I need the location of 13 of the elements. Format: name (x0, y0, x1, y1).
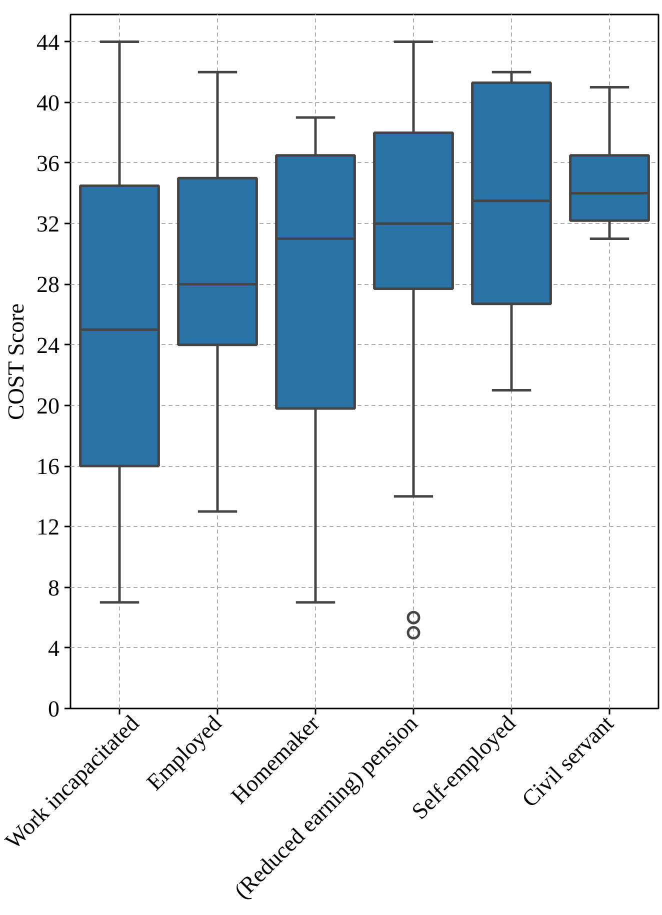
y-tick-label: 20 (36, 393, 60, 418)
y-tick-label: 44 (36, 30, 60, 55)
y-axis-title: COST Score (4, 303, 28, 420)
y-tick-label: 36 (36, 151, 60, 176)
y-tick-label: 40 (36, 90, 60, 116)
y-tick-label: 32 (36, 212, 60, 237)
y-tick-label: 4 (48, 636, 60, 661)
y-tick-label: 24 (36, 332, 60, 358)
y-tick-label: 28 (36, 272, 60, 298)
y-tick-label: 8 (48, 575, 60, 600)
y-tick-label: 12 (36, 514, 60, 540)
y-tick-label: 0 (48, 696, 60, 722)
y-tick-label: 16 (36, 454, 60, 480)
